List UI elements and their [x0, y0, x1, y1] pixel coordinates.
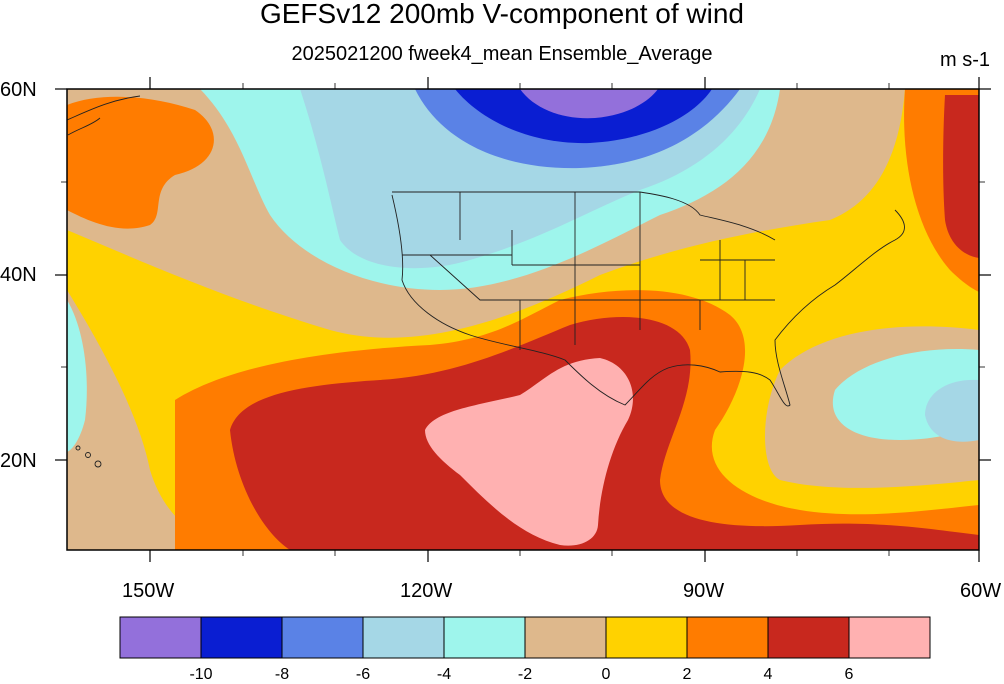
- colorbar-tick-label: -2: [517, 666, 533, 683]
- map-subtitle: 2025021200 fweek4_mean Ensemble_Average: [291, 43, 713, 65]
- boundary-lines: [67, 95, 905, 468]
- lat-label-20n: 20N: [0, 450, 37, 472]
- minor-ticks: [61, 83, 985, 556]
- lon-label-120w: 120W: [400, 580, 453, 602]
- lat-label-40n: 40N: [0, 264, 37, 286]
- units-label: m s-1: [940, 49, 990, 71]
- colorbar-swatch: [119, 616, 202, 659]
- band-neg4-to-neg2-west: [67, 300, 87, 452]
- colorbar-tick-label: 4: [763, 666, 773, 683]
- map-title: GEFSv12 200mb V-component of wind: [259, 0, 745, 29]
- colorbar-tick-label: -6: [355, 666, 371, 683]
- colorbar-swatch: [767, 616, 850, 659]
- colorbar-swatch: [200, 616, 283, 659]
- band-neg2-to-0-west: [67, 290, 230, 550]
- colorbar-swatch: [362, 616, 445, 659]
- band-2-to-4-northwest: [67, 96, 214, 229]
- us-canada-border: [392, 191, 776, 241]
- southwest-state-lines: [429, 254, 521, 350]
- us-coastline: [391, 194, 905, 407]
- alaska-coast: [67, 95, 141, 136]
- hawaii-island: [85, 452, 91, 458]
- lon-label-90w: 90W: [683, 580, 725, 602]
- colorbar-tick-label: 2: [682, 666, 692, 683]
- colorbar-swatch: [281, 616, 364, 659]
- colorbar-tick-label: 6: [844, 666, 854, 683]
- colorbar-tick-label: -4: [436, 666, 452, 683]
- hawaii-island: [75, 445, 81, 451]
- contour-fill: [67, 89, 979, 550]
- colorbar-tick-label: -10: [189, 666, 213, 683]
- band-below-neg10: [520, 89, 658, 119]
- lon-label-60w: 60W: [960, 580, 1002, 602]
- axis-ticks: [55, 77, 991, 562]
- lat-label-60n: 60N: [0, 79, 37, 101]
- map-frame: [66, 88, 980, 551]
- colorbar: [119, 616, 931, 659]
- lon-label-150w: 150W: [122, 580, 175, 602]
- colorbar-swatch: [686, 616, 769, 659]
- hawaii-island: [94, 460, 102, 468]
- state-lines: [402, 192, 775, 345]
- colorbar-tick-label: -8: [274, 666, 290, 683]
- colorbar-swatch: [848, 616, 931, 659]
- band-4-to-6-east: [943, 95, 979, 258]
- colorbar-swatch: [524, 616, 607, 659]
- band-above-6: [425, 358, 633, 546]
- colorbar-swatch: [605, 616, 688, 659]
- colorbar-swatch: [443, 616, 526, 659]
- band-neg6-to-neg4-east: [925, 379, 979, 442]
- colorbar-tick-label: 0: [601, 666, 611, 683]
